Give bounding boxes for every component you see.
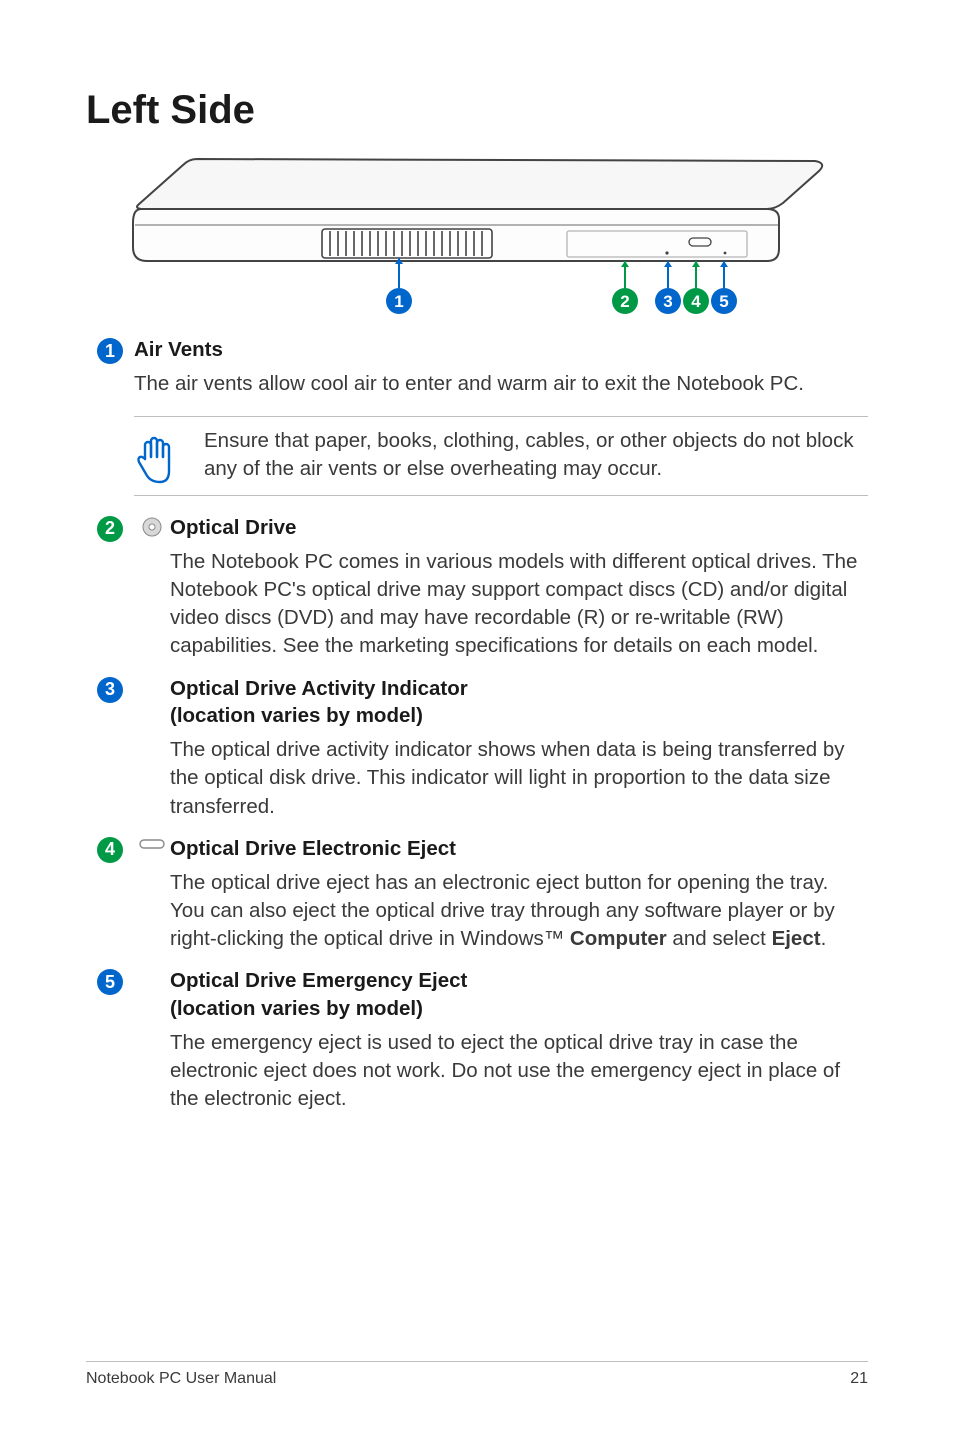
section-2: 2 Optical Drive The Notebook PC comes in… — [86, 514, 868, 661]
section-5-text: The emergency eject is used to eject the… — [170, 1029, 868, 1114]
section-5: 5 Optical Drive Emergency Eject (locatio… — [86, 967, 868, 1113]
svg-text:2: 2 — [620, 292, 629, 311]
svg-text:3: 3 — [663, 292, 672, 311]
section-1-text: The air vents allow cool air to enter an… — [134, 370, 868, 398]
section-2-text: The Notebook PC comes in various models … — [170, 548, 868, 661]
callout-number-5: 5 — [97, 969, 123, 995]
footer-right: 21 — [850, 1370, 868, 1388]
laptop-left-side-diagram: 1 2 345 — [127, 153, 827, 318]
section-2-title: Optical Drive — [170, 514, 868, 542]
section-5-title-line-2: (location varies by model) — [170, 997, 423, 1020]
footer-left: Notebook PC User Manual — [86, 1370, 276, 1388]
section-4-title: Optical Drive Electronic Eject — [170, 835, 868, 863]
section-1-title: Air Vents — [134, 336, 868, 364]
section-3: 3 Optical Drive Activity Indicator (loca… — [86, 675, 868, 821]
callout-number-2: 2 — [97, 516, 123, 542]
section-3-title-line-2: (location varies by model) — [170, 704, 423, 727]
callout-number-3: 3 — [97, 677, 123, 703]
callout-number-4: 4 — [97, 837, 123, 863]
svg-text:5: 5 — [719, 292, 728, 311]
svg-text:4: 4 — [691, 292, 701, 311]
section-3-text: The optical drive activity indicator sho… — [170, 736, 868, 821]
disc-icon — [141, 516, 163, 538]
eject-icon — [139, 837, 165, 851]
note-box: Ensure that paper, books, clothing, cabl… — [134, 416, 868, 496]
hand-stop-icon — [134, 433, 180, 485]
note-text: Ensure that paper, books, clothing, cabl… — [204, 427, 868, 482]
callout-number-1: 1 — [97, 338, 123, 364]
svg-text:1: 1 — [394, 292, 403, 311]
section-3-title-line-1: Optical Drive Activity Indicator — [170, 677, 468, 700]
section-4-text: The optical drive eject has an electroni… — [170, 869, 868, 954]
page-heading: Left Side — [86, 88, 868, 133]
section-5-title-line-1: Optical Drive Emergency Eject — [170, 969, 467, 992]
section-5-title: Optical Drive Emergency Eject (location … — [170, 967, 868, 1022]
section-4: 4 Optical Drive Electronic Eject The opt… — [86, 835, 868, 954]
section-1: 1 Air Vents The air vents allow cool air… — [86, 336, 868, 398]
section-3-title: Optical Drive Activity Indicator (locati… — [170, 675, 868, 730]
page-footer: Notebook PC User Manual 21 — [86, 1361, 868, 1388]
